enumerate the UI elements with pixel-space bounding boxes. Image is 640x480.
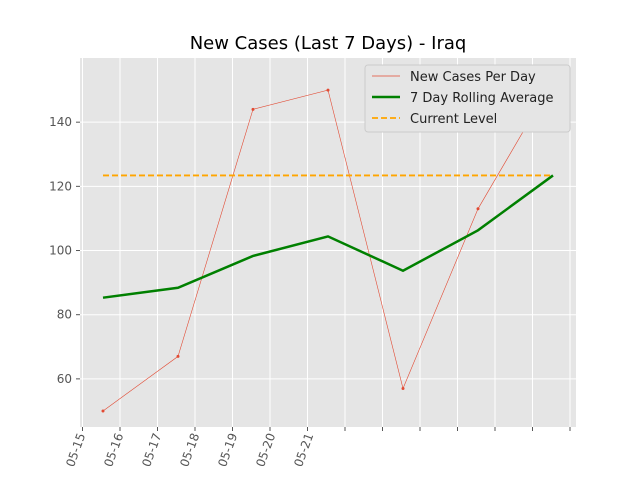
x-axis: 05-15 05-16 05-17 05-18 05-19 05-20 05-21 xyxy=(63,427,571,469)
x-tick-label: 05-16 xyxy=(101,431,126,469)
data-point-new-cases-per-day xyxy=(401,386,405,390)
y-axis: 60 80 100 120 140 xyxy=(49,115,80,386)
data-point-new-cases-per-day xyxy=(476,207,480,211)
legend-label-rolling-average: 7 Day Rolling Average xyxy=(410,91,553,106)
series-group xyxy=(101,78,555,413)
grid xyxy=(80,58,576,427)
legend-box xyxy=(364,64,571,133)
legend-label-current-level: Current Level xyxy=(410,112,497,127)
data-point-new-cases-per-day xyxy=(101,409,105,413)
y-tick-label: 80 xyxy=(57,308,72,322)
x-tick-label: 05-20 xyxy=(253,431,278,469)
chart-title: New Cases (Last 7 Days) - Iraq xyxy=(190,33,467,54)
y-tick-label: 60 xyxy=(57,372,72,386)
data-point-new-cases-per-day xyxy=(251,107,255,111)
x-tick-label: 05-18 xyxy=(177,431,202,469)
series-line-7-day-rolling-average xyxy=(102,174,554,299)
legend-label-new-cases: New Cases Per Day xyxy=(410,70,536,85)
x-tick-label: 05-19 xyxy=(215,431,240,469)
x-tick-label: 05-17 xyxy=(139,431,164,469)
data-point-new-cases-per-day xyxy=(326,88,330,92)
y-tick-label: 120 xyxy=(49,179,72,193)
y-tick-label: 100 xyxy=(49,244,72,258)
x-tick-label: 05-15 xyxy=(63,431,88,469)
legend: New Cases Per Day 7 Day Rolling Average … xyxy=(364,64,571,133)
y-tick-label: 140 xyxy=(49,115,72,129)
x-tick-label: 05-21 xyxy=(291,431,316,469)
data-point-new-cases-per-day xyxy=(176,354,180,358)
